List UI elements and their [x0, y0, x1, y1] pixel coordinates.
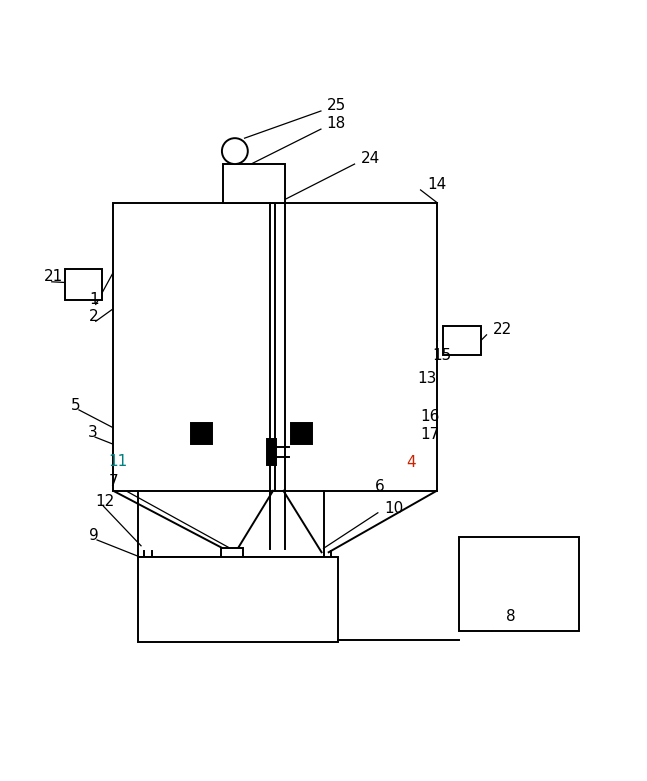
Text: 13: 13: [417, 371, 437, 387]
Bar: [191, 423, 212, 444]
Text: 11: 11: [109, 455, 128, 469]
Text: 16: 16: [421, 409, 440, 424]
Bar: [291, 423, 312, 444]
Text: 7: 7: [109, 473, 118, 489]
Circle shape: [222, 138, 248, 164]
Bar: [113, 203, 437, 490]
Text: 22: 22: [493, 323, 512, 337]
Bar: [221, 548, 243, 566]
Text: 4: 4: [406, 455, 416, 470]
Bar: [223, 164, 285, 203]
Text: 18: 18: [327, 116, 346, 131]
Text: 6: 6: [375, 479, 385, 494]
Text: 17: 17: [421, 427, 440, 442]
Bar: [459, 537, 579, 631]
Bar: [65, 269, 102, 300]
Text: 24: 24: [361, 152, 380, 166]
Text: 1: 1: [89, 292, 99, 308]
Text: 15: 15: [432, 348, 452, 363]
Text: 5: 5: [71, 398, 81, 413]
Text: 10: 10: [384, 501, 404, 515]
Text: 21: 21: [44, 269, 63, 284]
Text: 8: 8: [506, 609, 516, 625]
Text: 9: 9: [89, 528, 99, 543]
Text: 2: 2: [89, 309, 99, 324]
Text: 3: 3: [87, 425, 97, 440]
Bar: [443, 326, 481, 355]
Text: 25: 25: [327, 98, 346, 113]
Text: 12: 12: [96, 494, 115, 509]
Text: 14: 14: [427, 177, 446, 192]
Bar: [138, 558, 338, 641]
Bar: [267, 439, 276, 465]
